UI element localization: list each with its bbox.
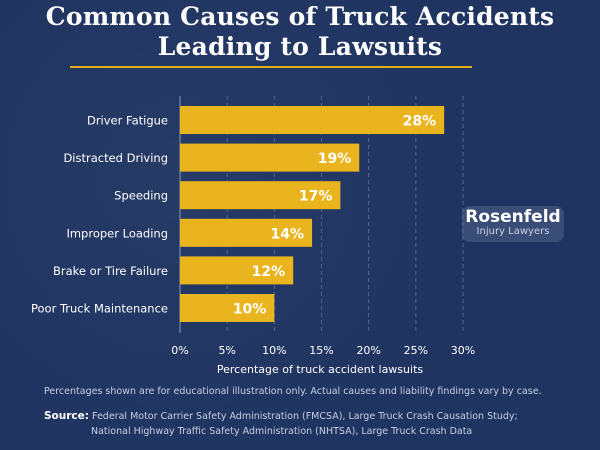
category-label: Driver Fatigue	[87, 114, 168, 128]
category-label: Distracted Driving	[63, 151, 168, 165]
source-line-1: Federal Motor Carrier Safety Administrat…	[92, 411, 518, 422]
x-tick-label: 20%	[356, 344, 380, 357]
x-tick-label: 30%	[451, 344, 475, 357]
chart-title-line-2: Leading to Lawsuits	[157, 32, 443, 61]
x-tick-label: 5%	[218, 344, 235, 357]
source-note: Source: Federal Motor Carrier Safety Adm…	[44, 409, 584, 439]
category-label: Improper Loading	[66, 226, 168, 240]
logo-name: Rosenfeld	[465, 207, 561, 227]
x-tick-label: 10%	[262, 344, 286, 357]
bar-5	[180, 294, 275, 322]
data-label: 10%	[233, 302, 267, 318]
data-label: 17%	[299, 189, 333, 205]
x-tick-label: 0%	[171, 344, 188, 357]
disclaimer-note: Percentages shown are for educational il…	[44, 386, 542, 397]
category-label: Speeding	[114, 189, 168, 203]
title-underline	[70, 66, 472, 68]
bar-1	[180, 143, 360, 172]
bar-0	[180, 106, 445, 134]
chart-title: Common Causes of Truck Accidents Leading…	[0, 2, 600, 62]
law-firm-logo: Rosenfeld Injury Lawyers	[462, 206, 564, 242]
data-label: 19%	[318, 151, 352, 167]
data-label: 28%	[403, 114, 437, 130]
category-label: Poor Truck Maintenance	[31, 302, 168, 316]
category-label: Brake or Tire Failure	[53, 264, 168, 278]
logo-subtitle: Injury Lawyers	[476, 226, 550, 237]
bar-2	[180, 181, 341, 210]
x-tick-label: 25%	[404, 344, 428, 357]
data-label: 14%	[271, 226, 305, 242]
source-label: Source:	[44, 410, 89, 422]
bar-3	[180, 218, 313, 247]
x-axis-label: Percentage of truck accident lawsuits	[217, 363, 423, 376]
bar-4	[180, 256, 294, 285]
x-tick-label: 15%	[309, 344, 333, 357]
source-line-2: National Highway Traffic Safety Administ…	[91, 426, 473, 437]
data-label: 12%	[252, 264, 286, 280]
chart-title-line-1: Common Causes of Truck Accidents	[45, 2, 555, 31]
